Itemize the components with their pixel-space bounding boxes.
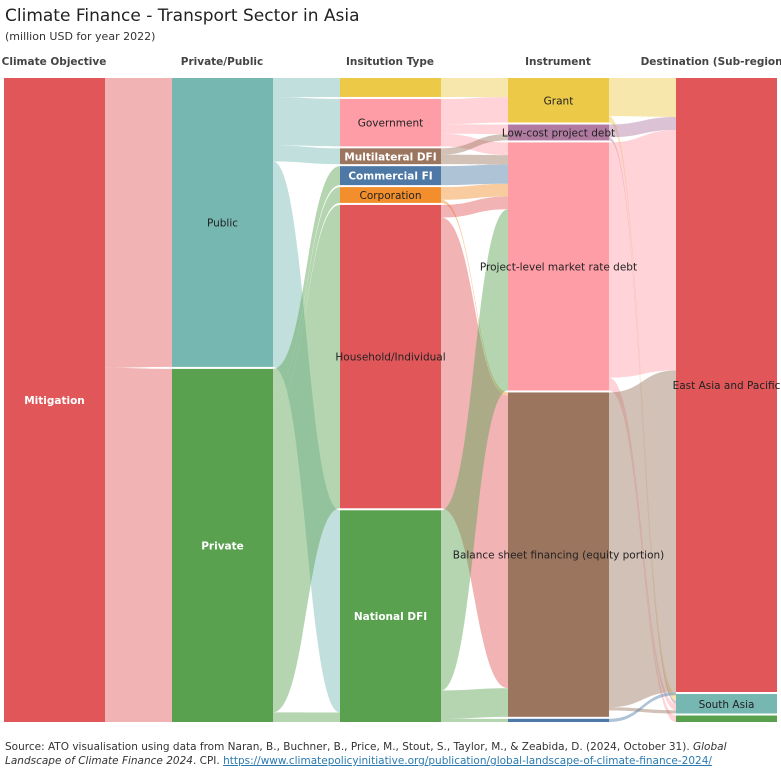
sankey-link-private-household <box>273 204 340 713</box>
sankey-labels: Mitigation Public Private Government Multila… <box>24 95 780 710</box>
sankey-label-lowcost: Low-cost project debt <box>502 127 615 139</box>
sankey-link-lowcost-eastasia <box>609 116 676 138</box>
sankey-label-balancesheet: Balance sheet financing (equity portion) <box>453 550 665 562</box>
sankey-node-corporation <box>340 187 441 203</box>
sankey-nodes <box>4 78 777 722</box>
sankey-link-government-marketrate <box>441 133 508 156</box>
sankey-link-household-marketrate <box>441 196 508 218</box>
sankey-link-public-multilateral <box>273 145 340 165</box>
column-header-private-public: Private/Public <box>180 56 264 68</box>
sankey-label-public: Public <box>207 217 238 229</box>
sankey-node-grant_inst <box>340 78 441 97</box>
source-suffix: . CPI. <box>192 755 224 767</box>
sankey-link-nationaldfi-marketrate <box>441 209 508 691</box>
sankey-chart: Mitigation Public Private Government Multila… <box>4 78 781 722</box>
sankey-link-multilateral-marketrate <box>441 154 508 165</box>
sankey-node-multilateral <box>340 148 441 165</box>
sankey-label-commercial: Commercial FI <box>348 171 432 183</box>
sankey-link-grant_inst-grant <box>441 78 508 98</box>
sankey-link-marketrate-southasia <box>609 377 676 711</box>
sankey-link-government-lowcost <box>441 124 508 135</box>
sankey-node-southasia <box>676 694 777 714</box>
sankey-node-government <box>340 98 441 147</box>
sankey-label-southasia: South Asia <box>699 699 755 711</box>
sankey-label-household: Household/Individual <box>335 352 445 364</box>
chart-title: Climate Finance - Transport Sector in As… <box>5 6 360 26</box>
sankey-node-mitigation <box>4 78 105 722</box>
source-prefix: Source: ATO visualisation using data fro… <box>5 741 693 753</box>
sankey-node-balancesheet <box>508 392 609 717</box>
source-link[interactable]: https://www.climatepolicyinitiative.org/… <box>223 755 712 767</box>
sankey-label-grant: Grant <box>544 95 574 107</box>
sankey-link-balancesheet-southasia <box>609 707 676 714</box>
sankey-link-government-grant <box>441 97 508 125</box>
sankey-link-private-corporation <box>273 187 340 405</box>
sankey-link-multilateral-lowcost <box>441 134 508 155</box>
sankey-link-public-nationaldfi <box>273 161 340 713</box>
sankey-node-other_dest <box>676 715 777 722</box>
sankey-node-eastasia <box>676 78 777 693</box>
sankey-link-mitigation-private <box>105 367 172 722</box>
sankey-label-corporation: Corporation <box>359 190 421 202</box>
sankey-link-corporation-balancesheet <box>441 199 508 396</box>
sankey-links <box>105 78 676 722</box>
sankey-node-lowcost <box>508 124 609 141</box>
sankey-label-multilateral: Multilateral DFI <box>344 151 436 163</box>
column-header-instrument: Instrument <box>525 56 591 68</box>
sankey-node-other_instr <box>508 718 609 722</box>
sankey-node-household <box>340 204 441 509</box>
sankey-link-private-commercial <box>273 166 340 389</box>
chart-subtitle: (million USD for year 2022) <box>5 30 156 43</box>
sankey-link-corporation-marketrate <box>441 183 508 200</box>
sankey-link-public-government <box>273 97 340 147</box>
sankey-link-nationaldfi-other_instr <box>441 718 508 722</box>
sankey-node-commercial <box>340 166 441 186</box>
sankey-link-private-nationaldfi <box>273 712 340 722</box>
sankey-link-marketrate-other_dest <box>609 384 676 722</box>
column-header-institution-type: Insitution Type <box>345 56 435 68</box>
source-footer: Source: ATO visualisation using data fro… <box>5 740 775 768</box>
sankey-label-eastasia: East Asia and Pacific <box>673 380 781 392</box>
sankey-link-lowcost-southasia <box>609 137 676 704</box>
sankey-label-government: Government <box>358 118 423 130</box>
sankey-link-mitigation-public <box>105 78 172 368</box>
sankey-link-household-balancesheet <box>441 217 508 689</box>
sankey-link-marketrate-eastasia <box>609 129 676 378</box>
sankey-link-other_instr-eastasia <box>609 692 676 722</box>
sankey-link-public-grant_inst <box>273 78 340 98</box>
sankey-node-marketrate <box>508 142 609 391</box>
column-header-destination: Destination (Sub-region) <box>640 56 781 68</box>
sankey-node-private <box>172 368 273 722</box>
sankey-label-marketrate: Project-level market rate debt <box>480 261 637 273</box>
sankey-link-grant-southasia <box>609 116 676 701</box>
sankey-link-balancesheet-eastasia <box>609 370 676 708</box>
sankey-node-public <box>172 78 273 367</box>
sankey-node-nationaldfi <box>340 510 441 722</box>
sankey-link-commercial-marketrate <box>441 164 508 186</box>
source-title: Global Landscape of Climate Finance 2024 <box>5 741 727 767</box>
sankey-label-private: Private <box>201 540 244 552</box>
sankey-link-grant-eastasia <box>609 78 676 117</box>
sankey-node-grant <box>508 78 609 123</box>
sankey-label-nationaldfi: National DFI <box>354 611 427 623</box>
sankey-label-mitigation: Mitigation <box>24 395 85 407</box>
column-header-climate-objective: Climate Objective <box>1 56 107 68</box>
sankey-link-nationaldfi-balancesheet <box>441 688 508 719</box>
